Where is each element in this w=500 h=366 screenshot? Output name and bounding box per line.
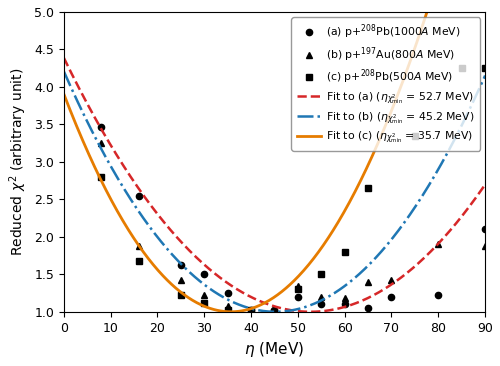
(c) p+$^{208}$Pb(500$A$ MeV) xyxy=(248,308,254,313)
Fit to (c) ($\eta_{\chi^2_{\mathrm{min}}}$ = 35.7 MeV) xyxy=(169,283,175,287)
Line: Fit to (b) ($\eta_{\chi^2_{\mathrm{min}}}$ = 45.2 MeV): Fit to (b) ($\eta_{\chi^2_{\mathrm{min}}… xyxy=(64,71,485,312)
(b) p+$^{197}$Au(800$A$ MeV) xyxy=(202,293,207,298)
Y-axis label: Reduced $\chi^2$ (arbitrary unit): Reduced $\chi^2$ (arbitrary unit) xyxy=(7,68,28,256)
X-axis label: $\eta$ (MeV): $\eta$ (MeV) xyxy=(244,340,304,359)
(a) p+$^{208}$Pb(1000$A$ MeV) xyxy=(136,193,141,198)
Line: (c) p+$^{208}$Pb(500$A$ MeV): (c) p+$^{208}$Pb(500$A$ MeV) xyxy=(98,65,488,315)
(c) p+$^{208}$Pb(500$A$ MeV) xyxy=(342,250,347,254)
Fit to (c) ($\eta_{\chi^2_{\mathrm{min}}}$ = 35.7 MeV) xyxy=(136,243,141,247)
Fit to (a) ($\eta_{\chi^2_{\mathrm{min}}}$ = 52.7 MeV) xyxy=(482,182,488,187)
(b) p+$^{197}$Au(800$A$ MeV) xyxy=(178,278,184,283)
Line: (a) p+$^{208}$Pb(1000$A$ MeV): (a) p+$^{208}$Pb(1000$A$ MeV) xyxy=(98,123,488,313)
(b) p+$^{197}$Au(800$A$ MeV) xyxy=(436,242,442,247)
Fit to (c) ($\eta_{\chi^2_{\mathrm{min}}}$ = 35.7 MeV) xyxy=(343,206,349,211)
Fit to (b) ($\eta_{\chi^2_{\mathrm{min}}}$ = 45.2 MeV) xyxy=(169,252,175,257)
Fit to (a) ($\eta_{\chi^2_{\mathrm{min}}}$ = 52.7 MeV) xyxy=(252,296,258,301)
Fit to (b) ($\eta_{\chi^2_{\mathrm{min}}}$ = 45.2 MeV) xyxy=(61,69,67,74)
Fit to (a) ($\eta_{\chi^2_{\mathrm{min}}}$ = 52.7 MeV) xyxy=(343,305,349,309)
(b) p+$^{197}$Au(800$A$ MeV) xyxy=(295,283,301,288)
(c) p+$^{208}$Pb(500$A$ MeV) xyxy=(98,175,104,179)
Legend: (a) p+$^{208}$Pb(1000$A$ MeV), (b) p+$^{197}$Au(800$A$ MeV), (c) p+$^{208}$Pb(50: (a) p+$^{208}$Pb(1000$A$ MeV), (b) p+$^{… xyxy=(292,17,480,151)
(c) p+$^{208}$Pb(500$A$ MeV) xyxy=(224,308,230,313)
(b) p+$^{197}$Au(800$A$ MeV) xyxy=(388,278,394,283)
(a) p+$^{208}$Pb(1000$A$ MeV) xyxy=(224,291,230,295)
(a) p+$^{208}$Pb(1000$A$ MeV) xyxy=(178,263,184,268)
(c) p+$^{208}$Pb(500$A$ MeV) xyxy=(412,134,418,138)
(c) p+$^{208}$Pb(500$A$ MeV) xyxy=(482,66,488,70)
Fit to (a) ($\eta_{\chi^2_{\mathrm{min}}}$ = 52.7 MeV) xyxy=(136,186,141,190)
(b) p+$^{197}$Au(800$A$ MeV) xyxy=(248,307,254,312)
Fit to (b) ($\eta_{\chi^2_{\mathrm{min}}}$ = 45.2 MeV) xyxy=(272,310,278,314)
(a) p+$^{208}$Pb(1000$A$ MeV) xyxy=(202,272,207,276)
(c) p+$^{208}$Pb(500$A$ MeV) xyxy=(178,293,184,298)
(c) p+$^{208}$Pb(500$A$ MeV) xyxy=(365,186,371,190)
Fit to (b) ($\eta_{\chi^2_{\mathrm{min}}}$ = 45.2 MeV) xyxy=(310,302,316,306)
Fit to (a) ($\eta_{\chi^2_{\mathrm{min}}}$ = 52.7 MeV) xyxy=(169,230,175,234)
(c) p+$^{208}$Pb(500$A$ MeV) xyxy=(295,287,301,291)
Fit to (b) ($\eta_{\chi^2_{\mathrm{min}}}$ = 45.2 MeV) xyxy=(252,307,258,311)
(c) p+$^{208}$Pb(500$A$ MeV) xyxy=(202,300,207,305)
(c) p+$^{208}$Pb(500$A$ MeV) xyxy=(272,310,278,314)
(a) p+$^{208}$Pb(1000$A$ MeV) xyxy=(388,295,394,299)
(b) p+$^{197}$Au(800$A$ MeV) xyxy=(342,296,347,300)
Fit to (c) ($\eta_{\chi^2_{\mathrm{min}}}$ = 35.7 MeV) xyxy=(310,257,316,262)
Line: (b) p+$^{197}$Au(800$A$ MeV): (b) p+$^{197}$Au(800$A$ MeV) xyxy=(98,140,488,313)
Fit to (a) ($\eta_{\chi^2_{\mathrm{min}}}$ = 52.7 MeV) xyxy=(61,56,67,60)
Line: Fit to (c) ($\eta_{\chi^2_{\mathrm{min}}}$ = 35.7 MeV): Fit to (c) ($\eta_{\chi^2_{\mathrm{min}}… xyxy=(64,0,485,312)
(b) p+$^{197}$Au(800$A$ MeV) xyxy=(224,303,230,308)
(c) p+$^{208}$Pb(500$A$ MeV) xyxy=(136,259,141,263)
Fit to (b) ($\eta_{\chi^2_{\mathrm{min}}}$ = 45.2 MeV) xyxy=(482,74,488,78)
(a) p+$^{208}$Pb(1000$A$ MeV) xyxy=(248,307,254,312)
Fit to (c) ($\eta_{\chi^2_{\mathrm{min}}}$ = 35.7 MeV) xyxy=(252,305,258,309)
Fit to (a) ($\eta_{\chi^2_{\mathrm{min}}}$ = 52.7 MeV) xyxy=(310,310,316,314)
(a) p+$^{208}$Pb(1000$A$ MeV) xyxy=(342,302,347,306)
(b) p+$^{197}$Au(800$A$ MeV) xyxy=(272,308,278,313)
Fit to (a) ($\eta_{\chi^2_{\mathrm{min}}}$ = 52.7 MeV) xyxy=(308,310,314,314)
Fit to (b) ($\eta_{\chi^2_{\mathrm{min}}}$ = 45.2 MeV) xyxy=(343,283,349,287)
(c) p+$^{208}$Pb(500$A$ MeV) xyxy=(458,66,464,70)
Fit to (c) ($\eta_{\chi^2_{\mathrm{min}}}$ = 35.7 MeV) xyxy=(228,310,234,314)
(a) p+$^{208}$Pb(1000$A$ MeV) xyxy=(272,308,278,313)
Fit to (c) ($\eta_{\chi^2_{\mathrm{min}}}$ = 35.7 MeV) xyxy=(61,92,67,96)
Fit to (b) ($\eta_{\chi^2_{\mathrm{min}}}$ = 45.2 MeV) xyxy=(136,209,141,213)
(a) p+$^{208}$Pb(1000$A$ MeV) xyxy=(482,227,488,232)
(a) p+$^{208}$Pb(1000$A$ MeV) xyxy=(318,302,324,306)
Line: Fit to (a) ($\eta_{\chi^2_{\mathrm{min}}}$ = 52.7 MeV): Fit to (a) ($\eta_{\chi^2_{\mathrm{min}}… xyxy=(64,58,485,312)
(b) p+$^{197}$Au(800$A$ MeV) xyxy=(482,244,488,248)
(a) p+$^{208}$Pb(1000$A$ MeV) xyxy=(436,293,442,298)
Fit to (a) ($\eta_{\chi^2_{\mathrm{min}}}$ = 52.7 MeV) xyxy=(378,288,384,293)
(a) p+$^{208}$Pb(1000$A$ MeV) xyxy=(98,124,104,129)
(a) p+$^{208}$Pb(1000$A$ MeV) xyxy=(365,306,371,310)
Fit to (b) ($\eta_{\chi^2_{\mathrm{min}}}$ = 45.2 MeV) xyxy=(378,249,384,253)
(b) p+$^{197}$Au(800$A$ MeV) xyxy=(98,141,104,145)
(b) p+$^{197}$Au(800$A$ MeV) xyxy=(136,244,141,248)
(b) p+$^{197}$Au(800$A$ MeV) xyxy=(365,280,371,284)
(a) p+$^{208}$Pb(1000$A$ MeV) xyxy=(295,295,301,299)
(b) p+$^{197}$Au(800$A$ MeV) xyxy=(318,295,324,299)
Fit to (c) ($\eta_{\chi^2_{\mathrm{min}}}$ = 35.7 MeV) xyxy=(378,132,384,137)
(c) p+$^{208}$Pb(500$A$ MeV) xyxy=(318,272,324,276)
